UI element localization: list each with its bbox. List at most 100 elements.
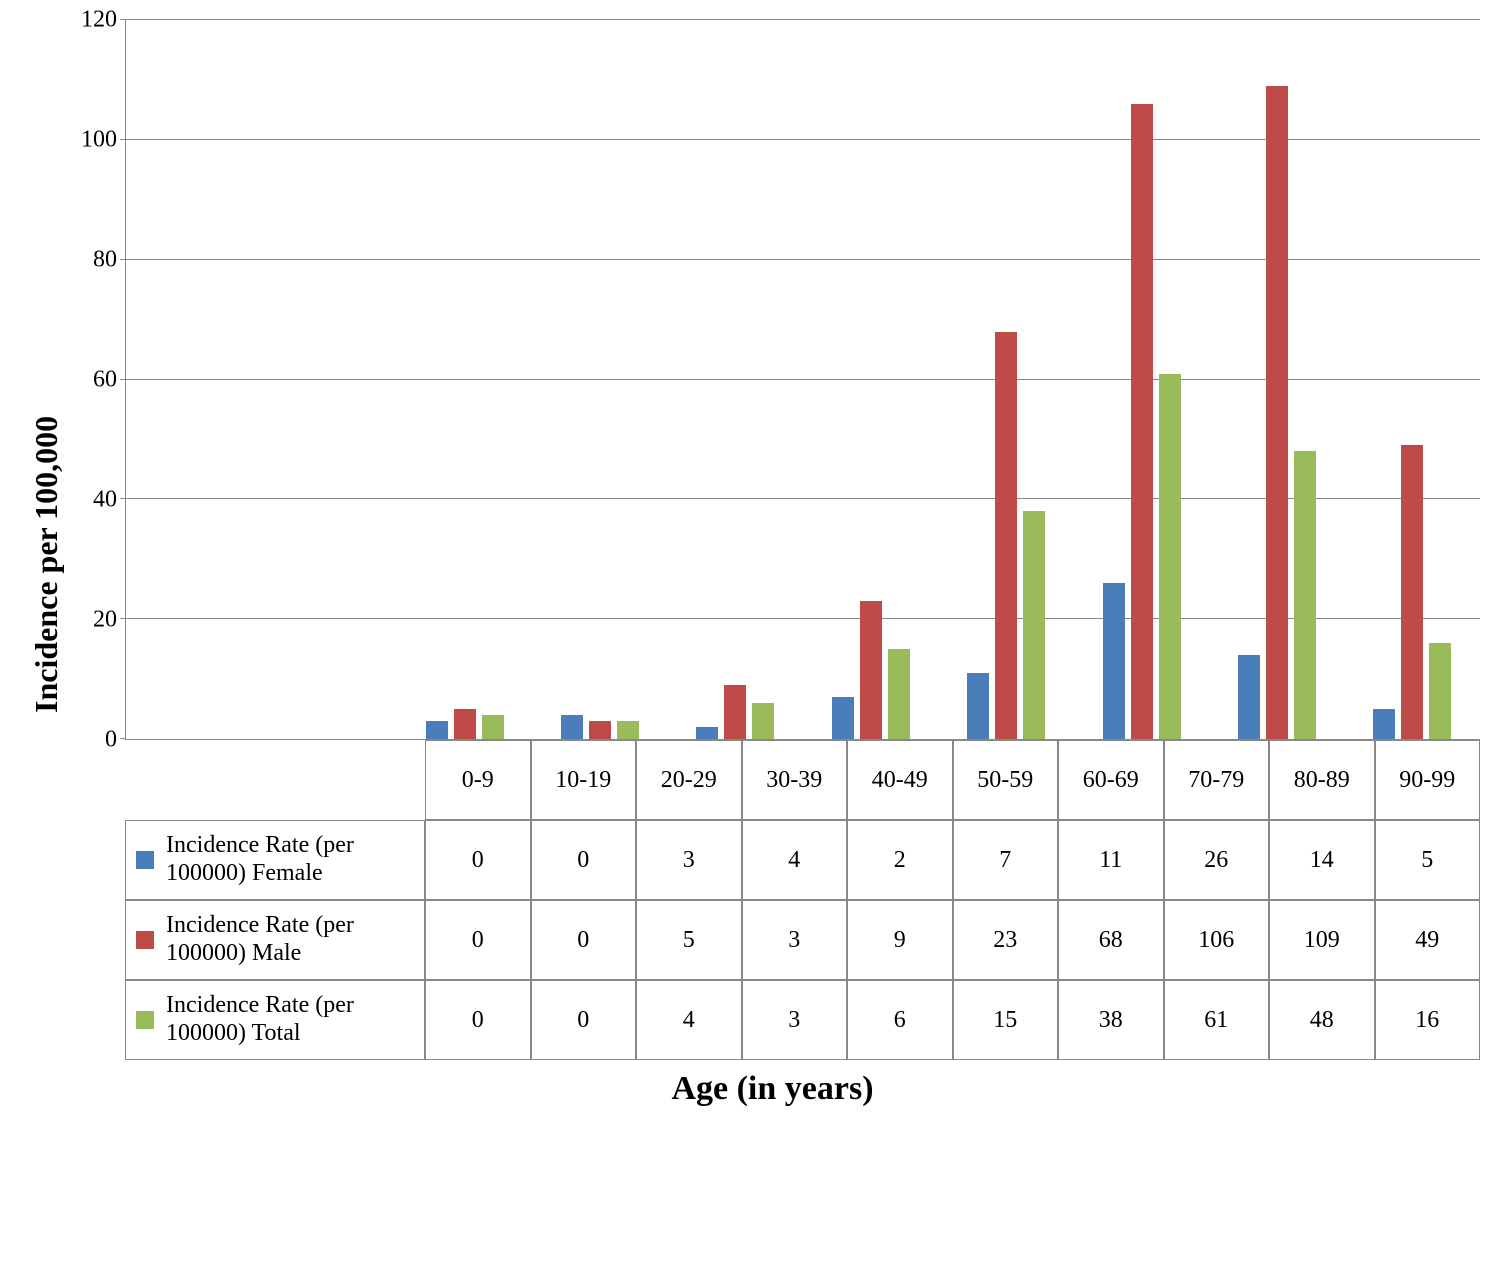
table-data-cell: 68 — [1058, 900, 1164, 980]
table-data-cell: 61 — [1164, 980, 1270, 1060]
incidence-chart: Incidence per 100,000 020406080100120 0-… — [20, 20, 1480, 1108]
table-data-cell: 26 — [1164, 820, 1270, 900]
x-axis-title: Age (in years) — [65, 1070, 1480, 1108]
bar-total — [1159, 374, 1181, 739]
table-category-cell: 70-79 — [1164, 740, 1270, 820]
bar-group — [1209, 20, 1344, 739]
bar-male — [995, 332, 1017, 739]
table-row: Incidence Rate (per 100000) Female003427… — [125, 820, 1480, 900]
bar-female — [426, 721, 448, 739]
table-data-cell: 16 — [1375, 980, 1481, 1060]
table-data-cell: 49 — [1375, 900, 1481, 980]
bar-total — [482, 715, 504, 739]
bar-group — [1345, 20, 1480, 739]
table-category-cell: 10-19 — [531, 740, 637, 820]
bar-female — [1103, 583, 1125, 739]
table-row: Incidence Rate (per 100000) Total0043615… — [125, 980, 1480, 1060]
y-tick-label: 100 — [81, 127, 117, 154]
y-tick-label: 120 — [81, 7, 117, 34]
table-category-cell: 90-99 — [1375, 740, 1481, 820]
y-axis-title: Incidence per 100,000 — [20, 20, 65, 1108]
table-row-categories: 0-910-1920-2930-3940-4950-5960-6970-7980… — [125, 740, 1480, 820]
table-data-cell: 0 — [531, 820, 637, 900]
table-category-cell: 50-59 — [953, 740, 1059, 820]
y-tick-label: 80 — [93, 247, 117, 274]
bar-male — [1131, 104, 1153, 739]
bar-total — [888, 649, 910, 739]
bar-male — [724, 685, 746, 739]
table-data-cell: 14 — [1269, 820, 1375, 900]
table-category-cell: 60-69 — [1058, 740, 1164, 820]
table-data-cell: 7 — [953, 820, 1059, 900]
bar-male — [589, 721, 611, 739]
table-row: Incidence Rate (per 100000) Male00539236… — [125, 900, 1480, 980]
table-data-cell: 23 — [953, 900, 1059, 980]
y-axis-ticks: 020406080100120 — [65, 20, 125, 740]
table-category-cell: 40-49 — [847, 740, 953, 820]
data-table: 0-910-1920-2930-3940-4950-5960-6970-7980… — [125, 740, 1480, 1060]
bar-total — [1023, 511, 1045, 739]
table-legend-blank — [125, 740, 425, 820]
y-tick-label: 20 — [93, 607, 117, 634]
table-data-cell: 3 — [636, 820, 742, 900]
table-data-cell: 48 — [1269, 980, 1375, 1060]
table-data-cell: 0 — [531, 900, 637, 980]
table-legend-cell: Incidence Rate (per 100000) Total — [125, 980, 425, 1060]
bar-group — [532, 20, 667, 739]
legend-swatch-female — [136, 851, 154, 869]
table-legend-cell: Incidence Rate (per 100000) Female — [125, 820, 425, 900]
table-data-cell: 6 — [847, 980, 953, 1060]
bar-group — [397, 20, 532, 739]
table-data-cell: 3 — [742, 980, 848, 1060]
table-data-cell: 15 — [953, 980, 1059, 1060]
y-tick-label: 40 — [93, 487, 117, 514]
table-data-cell: 4 — [636, 980, 742, 1060]
table-category-cell: 80-89 — [1269, 740, 1375, 820]
bar-group — [803, 20, 938, 739]
bar-female — [561, 715, 583, 739]
table-data-cell: 106 — [1164, 900, 1270, 980]
bar-female — [696, 727, 718, 739]
table-category-cell: 30-39 — [742, 740, 848, 820]
bar-male — [1401, 445, 1423, 739]
bar-group — [938, 20, 1073, 739]
bar-total — [1429, 643, 1451, 739]
table-data-cell: 3 — [742, 900, 848, 980]
plot-area — [125, 20, 1480, 740]
table-data-cell: 5 — [636, 900, 742, 980]
table-data-cell: 109 — [1269, 900, 1375, 980]
table-data-cell: 0 — [425, 820, 531, 900]
bar-male — [860, 601, 882, 739]
table-data-cell: 4 — [742, 820, 848, 900]
bar-group — [261, 20, 396, 739]
table-legend-cell: Incidence Rate (per 100000) Male — [125, 900, 425, 980]
legend-swatch-male — [136, 931, 154, 949]
table-data-cell: 0 — [531, 980, 637, 1060]
y-tick-label: 0 — [105, 727, 117, 754]
bar-female — [832, 697, 854, 739]
legend-label: Incidence Rate (per 100000) Male — [166, 912, 420, 967]
bar-group — [126, 20, 261, 739]
bar-male — [1266, 86, 1288, 739]
bar-female — [967, 673, 989, 739]
bar-group — [668, 20, 803, 739]
table-data-cell: 9 — [847, 900, 953, 980]
bar-female — [1373, 709, 1395, 739]
y-tick-label: 60 — [93, 367, 117, 394]
bar-female — [1238, 655, 1260, 739]
table-data-cell: 5 — [1375, 820, 1481, 900]
table-data-cell: 11 — [1058, 820, 1164, 900]
table-category-cell: 0-9 — [425, 740, 531, 820]
bar-male — [454, 709, 476, 739]
table-category-cell: 20-29 — [636, 740, 742, 820]
table-data-cell: 38 — [1058, 980, 1164, 1060]
bar-total — [752, 703, 774, 739]
bar-group — [1074, 20, 1209, 739]
bar-total — [617, 721, 639, 739]
legend-swatch-total — [136, 1011, 154, 1029]
table-data-cell: 0 — [425, 900, 531, 980]
legend-label: Incidence Rate (per 100000) Total — [166, 992, 420, 1047]
legend-label: Incidence Rate (per 100000) Female — [166, 832, 420, 887]
table-data-cell: 2 — [847, 820, 953, 900]
table-data-cell: 0 — [425, 980, 531, 1060]
